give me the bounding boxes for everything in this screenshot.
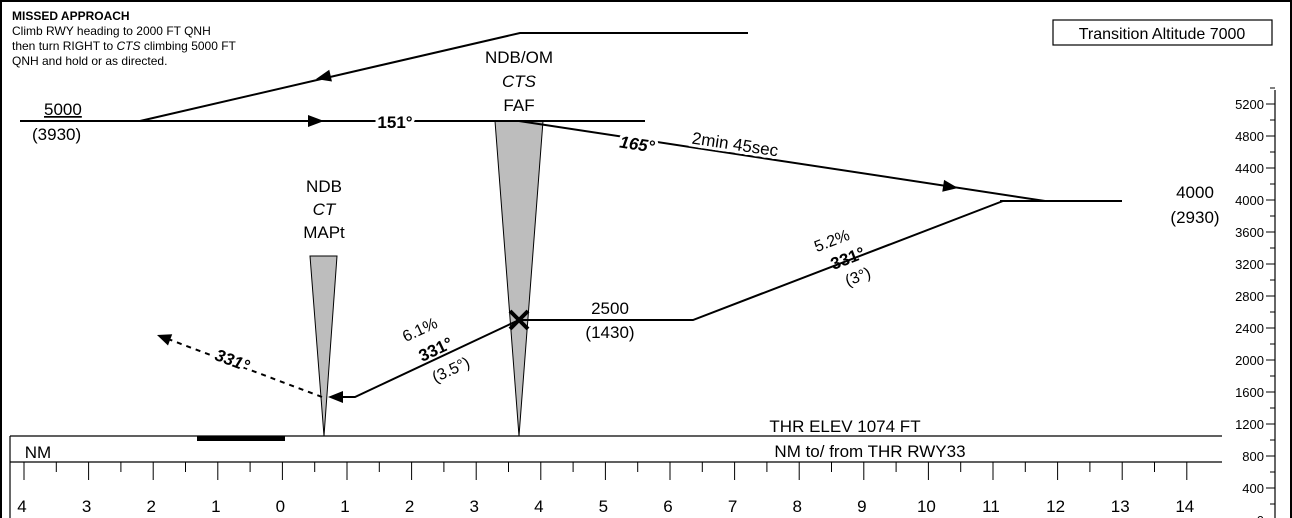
fix-cross xyxy=(508,309,530,331)
height: (1430) xyxy=(585,323,634,342)
missed-fix: CTS xyxy=(117,39,141,53)
distance-tick-label: 3 xyxy=(469,497,478,516)
fix-type: NDB xyxy=(306,177,342,196)
missed-text: climbing 5000 FT xyxy=(144,39,237,53)
altitude-tick-label: 2400 xyxy=(1235,321,1264,336)
altitude-tick-label: 2800 xyxy=(1235,289,1264,304)
fix-role: FAF xyxy=(503,96,534,115)
altitude-tick-label: 5200 xyxy=(1235,97,1264,112)
distance-tick-label: 7 xyxy=(728,497,737,516)
mapt-cone xyxy=(309,255,338,437)
altitude-tick-label: 400 xyxy=(1242,481,1264,496)
altitude-tick-label: 4800 xyxy=(1235,129,1264,144)
faf-cone xyxy=(494,120,544,437)
altitude-tick-label: 1600 xyxy=(1235,385,1264,400)
altitude: 2500 xyxy=(591,299,629,318)
transition-box xyxy=(1052,19,1273,46)
threshold-elevation: THR ELEV 1074 FT xyxy=(769,417,920,436)
track: 165° xyxy=(618,132,656,156)
arrow xyxy=(942,179,958,192)
missed-line: Climb RWY heading to 2000 FT QNH xyxy=(12,24,211,38)
distance-tick-label: 6 xyxy=(663,497,672,516)
altitude-tick-label: 4000 xyxy=(1235,193,1264,208)
missed-dashed xyxy=(167,338,323,398)
missed-title: MISSED APPROACH xyxy=(12,9,130,23)
altitude-tick-label: 3200 xyxy=(1235,257,1264,272)
height: (2930) xyxy=(1170,208,1219,227)
distance-tick-label: 13 xyxy=(1111,497,1130,516)
altitude-tick-label: 4400 xyxy=(1235,161,1264,176)
track: 331° xyxy=(212,345,252,375)
distance-tick-label: 12 xyxy=(1046,497,1065,516)
distance-tick-label: 0 xyxy=(276,497,285,516)
distance-tick-label: 1 xyxy=(211,497,220,516)
intermediate-path xyxy=(519,200,1004,321)
distance-tick-label: 14 xyxy=(1175,497,1194,516)
distance-tick-label: 8 xyxy=(792,497,801,516)
arrow xyxy=(316,69,332,82)
arrow xyxy=(328,391,343,403)
altitude: 5000 xyxy=(44,100,82,119)
missed-text: then turn RIGHT to xyxy=(12,39,113,53)
arrow xyxy=(308,115,324,127)
distance-tick-label: 2 xyxy=(146,497,155,516)
distance-tick-label: 4 xyxy=(17,497,26,516)
distance-tick-label: 5 xyxy=(599,497,608,516)
altitude-tick-label: 2000 xyxy=(1235,353,1264,368)
altitude: 4000 xyxy=(1176,183,1214,202)
missed-line: QNH and hold or as directed. xyxy=(12,54,167,68)
missed-line: then turn RIGHT to CTS climbing 5000 FT xyxy=(12,39,237,53)
altitude-tick-label: 800 xyxy=(1242,449,1264,464)
fix-ident: CT xyxy=(313,200,337,219)
distance-tick-label: 11 xyxy=(982,497,1000,516)
track: 151° xyxy=(377,113,412,132)
altitude-tick-label: 1200 xyxy=(1235,417,1264,432)
distance-tick-label: 9 xyxy=(857,497,866,516)
transition-altitude: Transition Altitude 7000 xyxy=(1079,26,1246,43)
fix-ident: CTS xyxy=(502,72,537,91)
distance-tick-label: 1 xyxy=(340,497,349,516)
outbound-leg xyxy=(518,120,1046,202)
distance-tick-label: 3 xyxy=(82,497,91,516)
fix-type: NDB/OM xyxy=(485,48,553,67)
distance-label: NM to/ from THR RWY33 xyxy=(774,442,965,461)
distance-tick-label: 2 xyxy=(405,497,414,516)
height: (3930) xyxy=(32,125,81,144)
altitude-tick-label: 0 xyxy=(1257,513,1264,518)
scale-unit: NM xyxy=(25,443,51,462)
altitude-tick-label: 3600 xyxy=(1235,225,1264,240)
runway xyxy=(197,436,285,441)
fix-role: MAPt xyxy=(303,223,345,242)
missed-climb xyxy=(139,32,748,122)
distance-tick-label: 4 xyxy=(534,497,543,516)
time: 2min 45sec xyxy=(691,129,780,161)
distance-tick-label: 10 xyxy=(917,497,936,516)
arrow xyxy=(157,334,173,346)
